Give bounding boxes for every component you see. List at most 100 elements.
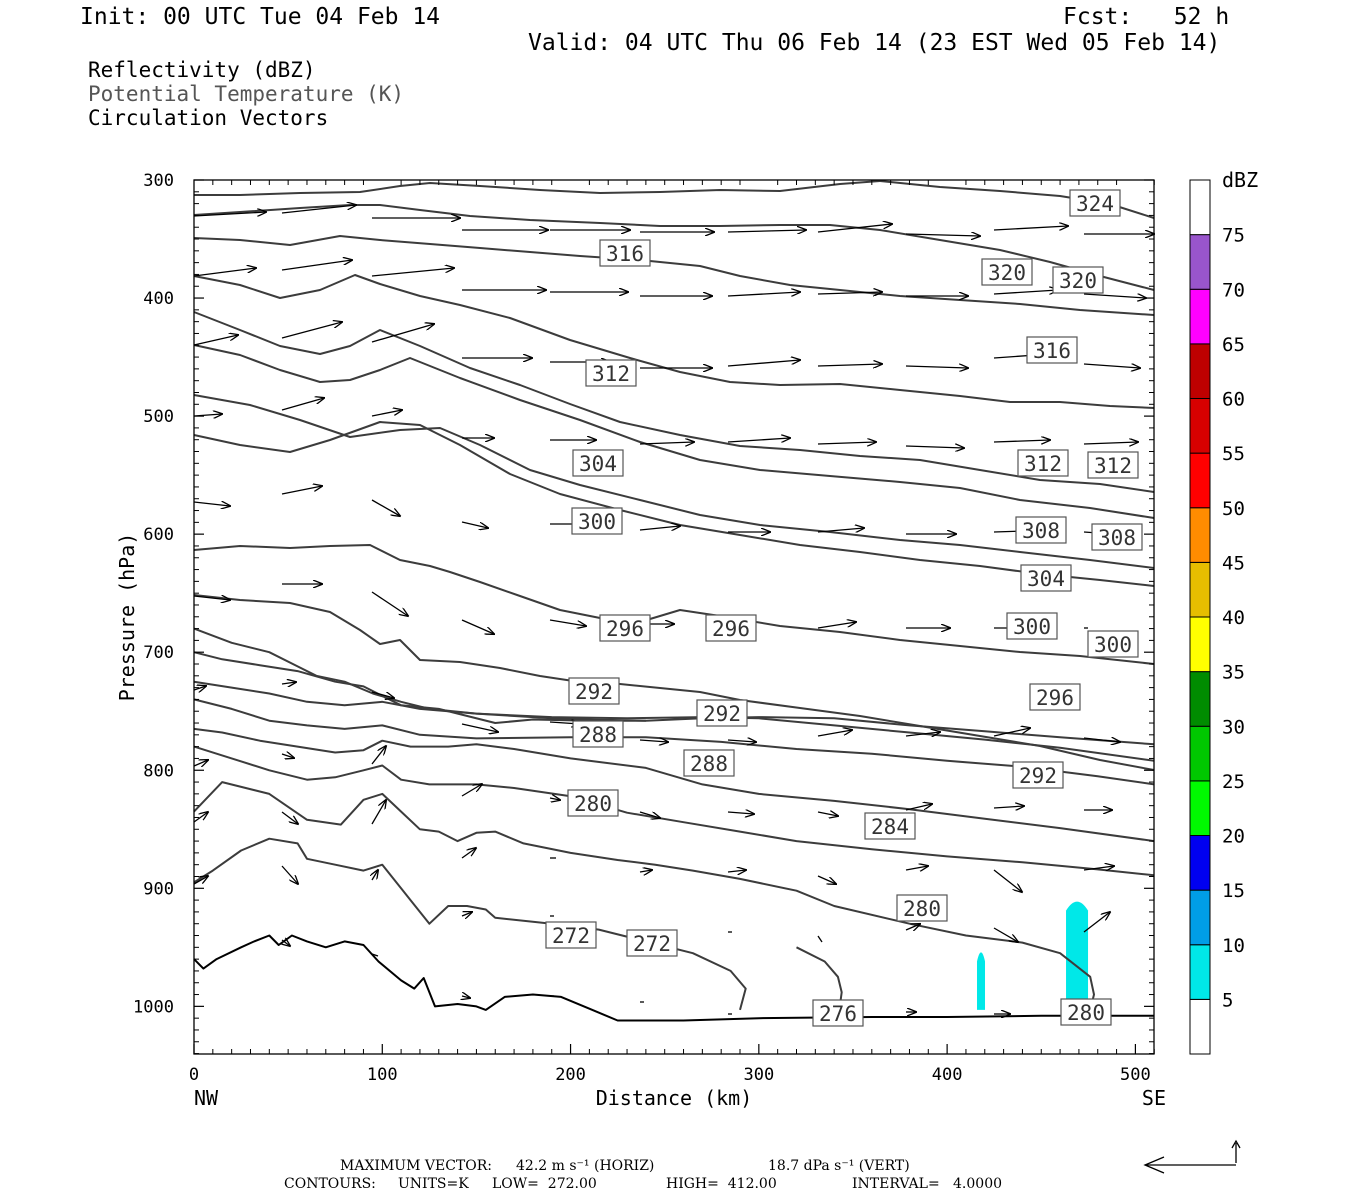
contour-label-box bbox=[1087, 451, 1139, 479]
x-end-label-right: SE bbox=[1142, 1086, 1166, 1110]
contour-label: 312 bbox=[1094, 454, 1132, 478]
y-tick-label: 400 bbox=[143, 289, 174, 309]
circulation-vector bbox=[371, 410, 402, 417]
circulation-vector bbox=[905, 366, 968, 368]
circulation-vector bbox=[639, 442, 694, 444]
y-tick-label: 800 bbox=[143, 761, 174, 781]
contour-label: 292 bbox=[703, 702, 741, 726]
theta-contour bbox=[193, 745, 1155, 877]
circulation-vector bbox=[993, 440, 1050, 442]
contour-label-box bbox=[1060, 998, 1112, 1026]
contour-label: 288 bbox=[579, 723, 617, 747]
circulation-vector bbox=[461, 848, 476, 859]
circulation-vector bbox=[727, 870, 746, 872]
theta-contour-upper bbox=[193, 421, 1155, 587]
y-tick-label: 300 bbox=[143, 171, 174, 191]
contour-label-box bbox=[896, 894, 948, 922]
colorbar-swatch bbox=[1189, 944, 1211, 1000]
circulation-vector bbox=[462, 996, 470, 998]
colorbar-level-label: 45 bbox=[1222, 552, 1245, 574]
circulation-vector bbox=[639, 811, 660, 818]
theta-contour-upper bbox=[193, 544, 1155, 665]
contour-low: LOW= 272.00 bbox=[492, 1176, 597, 1192]
theta-contour bbox=[193, 698, 1155, 786]
contour-label: 300 bbox=[1013, 615, 1051, 639]
contour-units: UNITS=K bbox=[398, 1176, 469, 1192]
contour-label-box bbox=[567, 789, 619, 817]
circulation-vector bbox=[281, 682, 296, 684]
contour-label-box bbox=[572, 720, 624, 748]
contour-label-box bbox=[1052, 266, 1104, 294]
x-tick-label: 100 bbox=[367, 1065, 398, 1085]
circulation-vector bbox=[549, 798, 560, 800]
circulation-vector bbox=[817, 442, 876, 444]
forecast-hour: Fcst: 52 h bbox=[1063, 4, 1230, 30]
max-vector-horiz: 42.2 m s⁻¹ (HORIZ) bbox=[516, 1158, 655, 1174]
contour-label-box bbox=[812, 999, 864, 1027]
circulation-vector bbox=[817, 875, 836, 884]
contour-label-box bbox=[626, 929, 678, 957]
colorbar-swatch bbox=[1189, 343, 1211, 399]
circulation-vector bbox=[371, 746, 386, 765]
circulation-vector bbox=[1083, 912, 1110, 933]
circulation-vector bbox=[817, 730, 852, 737]
contour-label: 320 bbox=[1059, 269, 1097, 293]
contour-label: 284 bbox=[871, 815, 909, 839]
circulation-vector bbox=[461, 912, 472, 916]
contour-label: 316 bbox=[1033, 339, 1071, 363]
colorbar-swatch bbox=[1189, 179, 1211, 236]
valid-time: Valid: 04 UTC Thu 06 Feb 14 (23 EST Wed … bbox=[528, 30, 1221, 56]
colorbar-swatch bbox=[1189, 835, 1211, 891]
circulation-vector bbox=[461, 521, 488, 528]
circulation-vector bbox=[281, 398, 324, 411]
x-end-label-left: NW bbox=[194, 1086, 219, 1110]
colorbar-swatch bbox=[1189, 780, 1211, 836]
circulation-vector bbox=[281, 865, 298, 884]
colorbar-swatch bbox=[1189, 998, 1211, 1055]
circulation-vector bbox=[727, 812, 754, 814]
reflectivity-cell bbox=[1066, 901, 1089, 1010]
circulation-vector bbox=[371, 691, 394, 698]
circulation-vector bbox=[461, 723, 498, 732]
circulation-vector bbox=[993, 290, 1058, 295]
theta-contour-upper bbox=[193, 344, 1155, 519]
circulation-vector bbox=[282, 940, 290, 946]
circulation-vector bbox=[905, 446, 964, 448]
circulation-vector bbox=[817, 224, 892, 233]
circulation-vector bbox=[993, 927, 1018, 942]
theta-contour bbox=[193, 837, 747, 1011]
colorbar-level-label: 65 bbox=[1222, 334, 1245, 356]
theta-contour-upper bbox=[193, 394, 1155, 569]
circulation-vector bbox=[905, 924, 920, 930]
theta-contour-upper bbox=[193, 274, 1155, 409]
theta-contour bbox=[193, 727, 1155, 843]
colorbar-level-label: 70 bbox=[1222, 279, 1245, 301]
contour-label-box bbox=[571, 507, 623, 535]
circulation-vector bbox=[371, 591, 408, 616]
circulation-vector bbox=[905, 866, 928, 870]
theta-contour bbox=[193, 934, 1155, 1022]
colorbar-swatch bbox=[1189, 452, 1211, 509]
contour-label-box bbox=[599, 614, 651, 642]
contour-label: 300 bbox=[1094, 633, 1132, 657]
circulation-vector bbox=[461, 784, 482, 797]
circulation-vector bbox=[193, 876, 208, 885]
contour-label: 272 bbox=[552, 924, 590, 948]
circulation-vector bbox=[193, 502, 230, 506]
contour-label: 276 bbox=[819, 1002, 857, 1026]
circulation-vector bbox=[993, 728, 1030, 737]
contour-label: 280 bbox=[1067, 1001, 1105, 1025]
colorbar-level-label: 50 bbox=[1222, 498, 1245, 520]
x-axis-title: Distance (km) bbox=[596, 1086, 753, 1110]
circulation-vector bbox=[193, 596, 230, 600]
circulation-vector bbox=[817, 935, 823, 943]
circulation-vector bbox=[1083, 442, 1138, 444]
circulation-vector bbox=[817, 292, 882, 294]
y-axis-title: Pressure (hPa) bbox=[115, 533, 139, 702]
contour-label-box bbox=[1069, 189, 1121, 217]
colorbar-level-label: 60 bbox=[1222, 389, 1245, 411]
x-tick-label: 400 bbox=[932, 1065, 963, 1085]
circulation-vector bbox=[371, 800, 386, 825]
circulation-vector bbox=[727, 740, 756, 742]
legend-vectors: Circulation Vectors bbox=[88, 106, 329, 130]
